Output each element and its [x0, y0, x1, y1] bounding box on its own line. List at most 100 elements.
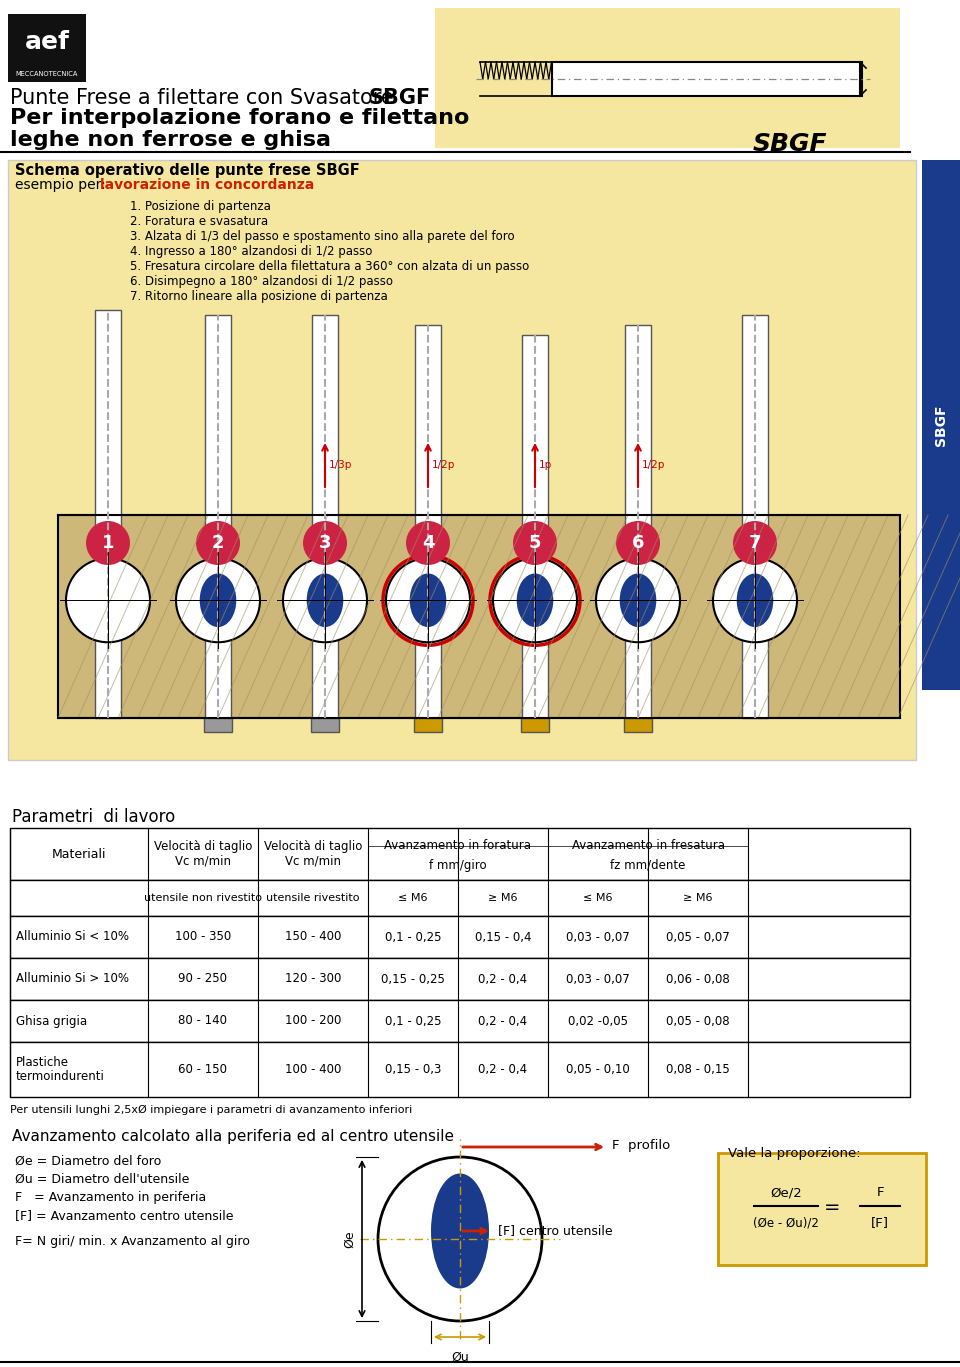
- Bar: [552, 62, 862, 96]
- Text: Avanzamento in fresatura: Avanzamento in fresatura: [571, 839, 725, 852]
- Text: 0,15 - 0,3: 0,15 - 0,3: [385, 1064, 442, 1076]
- Circle shape: [386, 558, 470, 642]
- Bar: [10, 916, 910, 958]
- Text: 0,03 - 0,07: 0,03 - 0,07: [566, 931, 630, 943]
- Ellipse shape: [736, 573, 774, 627]
- Text: F: F: [876, 1187, 884, 1199]
- Circle shape: [196, 521, 240, 565]
- Text: 4. Ingresso a 180° alzandosi di 1/2 passo: 4. Ingresso a 180° alzandosi di 1/2 pass…: [130, 245, 372, 258]
- Text: 150 - 400: 150 - 400: [285, 931, 341, 943]
- Text: ≤ M6: ≤ M6: [584, 893, 612, 904]
- FancyBboxPatch shape: [718, 1152, 926, 1264]
- Bar: [8, 160, 916, 760]
- Text: 0,15 - 0,25: 0,15 - 0,25: [381, 972, 444, 986]
- Text: 0,2 - 0,4: 0,2 - 0,4: [478, 1064, 528, 1076]
- Ellipse shape: [306, 573, 344, 627]
- Bar: [624, 718, 652, 731]
- Bar: [95, 310, 121, 718]
- Text: Avanzamento calcolato alla periferia ed al centro utensile: Avanzamento calcolato alla periferia ed …: [12, 1129, 454, 1144]
- Text: Øe/2: Øe/2: [770, 1187, 802, 1199]
- Bar: [742, 314, 768, 718]
- Text: [F] = Avanzamento centro utensile: [F] = Avanzamento centro utensile: [15, 1208, 233, 1222]
- Circle shape: [378, 1156, 542, 1321]
- Ellipse shape: [431, 1173, 489, 1289]
- Circle shape: [176, 558, 260, 642]
- Text: SBGF: SBGF: [753, 133, 828, 156]
- Bar: [435, 8, 900, 148]
- Text: Vale la proporzione:: Vale la proporzione:: [728, 1147, 860, 1161]
- Circle shape: [596, 558, 680, 642]
- Text: F= N giri/ min. x Avanzamento al giro: F= N giri/ min. x Avanzamento al giro: [15, 1234, 250, 1248]
- Text: Ghisa grigia: Ghisa grigia: [16, 1014, 87, 1028]
- Text: [F]: [F]: [871, 1217, 889, 1229]
- Circle shape: [86, 521, 130, 565]
- Text: 0,02 -0,05: 0,02 -0,05: [568, 1014, 628, 1028]
- Bar: [311, 718, 339, 731]
- Ellipse shape: [409, 573, 447, 627]
- Circle shape: [616, 521, 660, 565]
- Text: ≥ M6: ≥ M6: [489, 893, 517, 904]
- Text: lavorazione in concordanza: lavorazione in concordanza: [100, 178, 314, 191]
- Text: SBGF: SBGF: [934, 405, 948, 446]
- Text: 5: 5: [529, 534, 541, 552]
- Text: Velocità di taglio
Vc m/min: Velocità di taglio Vc m/min: [154, 839, 252, 868]
- Ellipse shape: [199, 573, 237, 627]
- Text: Alluminio Si < 10%: Alluminio Si < 10%: [16, 931, 129, 943]
- Text: Øu: Øu: [451, 1351, 468, 1364]
- Text: 100 - 350: 100 - 350: [175, 931, 231, 943]
- Text: 1/2p: 1/2p: [432, 461, 455, 470]
- Bar: [204, 718, 232, 731]
- Text: aef: aef: [25, 30, 69, 55]
- Text: 3: 3: [319, 534, 331, 552]
- Text: Per utensili lunghi 2,5xØ impiegare i parametri di avanzamento inferiori: Per utensili lunghi 2,5xØ impiegare i pa…: [10, 1105, 412, 1115]
- Text: SBGF: SBGF: [368, 87, 430, 108]
- Text: Parametri  di lavoro: Parametri di lavoro: [12, 808, 176, 826]
- Bar: [414, 718, 442, 731]
- Text: esempio per:: esempio per:: [15, 178, 110, 191]
- Bar: [205, 314, 231, 718]
- Text: Materiali: Materiali: [52, 848, 107, 860]
- Text: [F] centro utensile: [F] centro utensile: [498, 1225, 612, 1237]
- Text: 0,05 - 0,08: 0,05 - 0,08: [666, 1014, 730, 1028]
- Text: Per interpolazione forano e filettano: Per interpolazione forano e filettano: [10, 108, 469, 128]
- Text: 0,05 - 0,10: 0,05 - 0,10: [566, 1064, 630, 1076]
- Text: 120 - 300: 120 - 300: [285, 972, 341, 986]
- Text: 0,15 - 0,4: 0,15 - 0,4: [475, 931, 531, 943]
- Text: F   = Avanzamento in periferia: F = Avanzamento in periferia: [15, 1191, 206, 1204]
- Text: leghe non ferrose e ghisa: leghe non ferrose e ghisa: [10, 130, 331, 150]
- Text: fz mm/dente: fz mm/dente: [611, 858, 685, 872]
- Text: Øe = Diametro del foro: Øe = Diametro del foro: [15, 1155, 161, 1167]
- Bar: [10, 880, 910, 916]
- Text: utensile non rivestito: utensile non rivestito: [144, 893, 262, 904]
- Text: 2. Foratura e svasatura: 2. Foratura e svasatura: [130, 215, 268, 228]
- Text: 0,1 - 0,25: 0,1 - 0,25: [385, 931, 442, 943]
- Bar: [922, 160, 960, 690]
- Ellipse shape: [516, 573, 554, 627]
- Circle shape: [283, 558, 367, 642]
- Text: 6. Disimpegno a 180° alzandosi di 1/2 passo: 6. Disimpegno a 180° alzandosi di 1/2 pa…: [130, 275, 393, 288]
- Text: 0,06 - 0,08: 0,06 - 0,08: [666, 972, 730, 986]
- Text: 0,05 - 0,07: 0,05 - 0,07: [666, 931, 730, 943]
- Text: 2: 2: [212, 534, 225, 552]
- Text: 100 - 200: 100 - 200: [285, 1014, 341, 1028]
- Text: MECCANOTECNICA: MECCANOTECNICA: [15, 71, 78, 77]
- Bar: [415, 325, 441, 718]
- Text: ≤ M6: ≤ M6: [398, 893, 428, 904]
- Bar: [522, 335, 548, 718]
- Text: Alluminio Si > 10%: Alluminio Si > 10%: [16, 972, 129, 986]
- Text: Punte Frese a filettare con Svasatore: Punte Frese a filettare con Svasatore: [10, 87, 400, 108]
- Text: 0,1 - 0,25: 0,1 - 0,25: [385, 1014, 442, 1028]
- Text: 3. Alzata di 1/3 del passo e spostamento sino alla parete del foro: 3. Alzata di 1/3 del passo e spostamento…: [130, 230, 515, 243]
- Bar: [10, 1042, 910, 1096]
- Text: Øe: Øe: [344, 1230, 356, 1248]
- Text: 1/3p: 1/3p: [329, 461, 352, 470]
- Text: 1p: 1p: [539, 461, 552, 470]
- Circle shape: [713, 558, 797, 642]
- Text: 7. Ritorno lineare alla posizione di partenza: 7. Ritorno lineare alla posizione di par…: [130, 290, 388, 303]
- Text: 0,2 - 0,4: 0,2 - 0,4: [478, 972, 528, 986]
- Bar: [312, 314, 338, 718]
- Circle shape: [66, 558, 150, 642]
- Text: Avanzamento in foratura: Avanzamento in foratura: [385, 839, 532, 852]
- Text: (Øe - Øu)/2: (Øe - Øu)/2: [753, 1217, 819, 1229]
- Circle shape: [493, 558, 577, 642]
